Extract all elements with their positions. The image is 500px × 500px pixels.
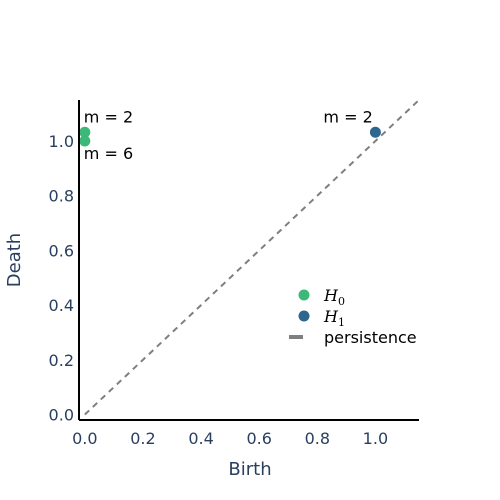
x-tick-label: 0.6 — [246, 429, 271, 448]
plot-area: m = 2 m = 6 m = 2 — [79, 99, 420, 416]
point-annotation: m = 2 — [323, 107, 372, 126]
data-point-h1 — [369, 126, 381, 138]
y-tick-label: 0.8 — [49, 187, 74, 206]
legend-label-persistence: persistence — [324, 328, 417, 347]
point-annotation: m = 2 — [84, 107, 133, 126]
x-axis-title: Birth — [228, 459, 271, 480]
persistence-diagonal-line — [84, 99, 420, 416]
legend-label-h1: H1 — [323, 307, 345, 329]
x-tick-label: 0.8 — [305, 429, 330, 448]
y-tick-label: 0.2 — [49, 351, 74, 370]
y-tick-label: 0.0 — [49, 406, 74, 425]
x-tick-label: 0.2 — [130, 429, 155, 448]
y-tick-label: 0.4 — [49, 296, 74, 315]
y-axis: 0.0 0.2 0.4 0.6 0.8 1.0 — [49, 100, 80, 425]
legend-marker-h1 — [298, 310, 310, 322]
data-point-h0 — [79, 135, 91, 147]
x-tick-label: 0.4 — [188, 429, 213, 448]
y-axis-title: Death — [4, 233, 25, 287]
legend-label-h0: H0 — [323, 286, 345, 308]
x-tick-label: 1.0 — [363, 429, 388, 448]
point-annotation: m = 6 — [84, 144, 133, 163]
y-tick-label: 0.6 — [49, 241, 74, 260]
legend-marker-h0 — [298, 289, 310, 301]
x-tick-label: 0.0 — [72, 429, 97, 448]
data-point-h0 — [79, 126, 91, 138]
y-tick-label: 1.0 — [49, 132, 74, 151]
x-axis: 0.0 0.2 0.4 0.6 0.8 1.0 — [72, 419, 419, 448]
